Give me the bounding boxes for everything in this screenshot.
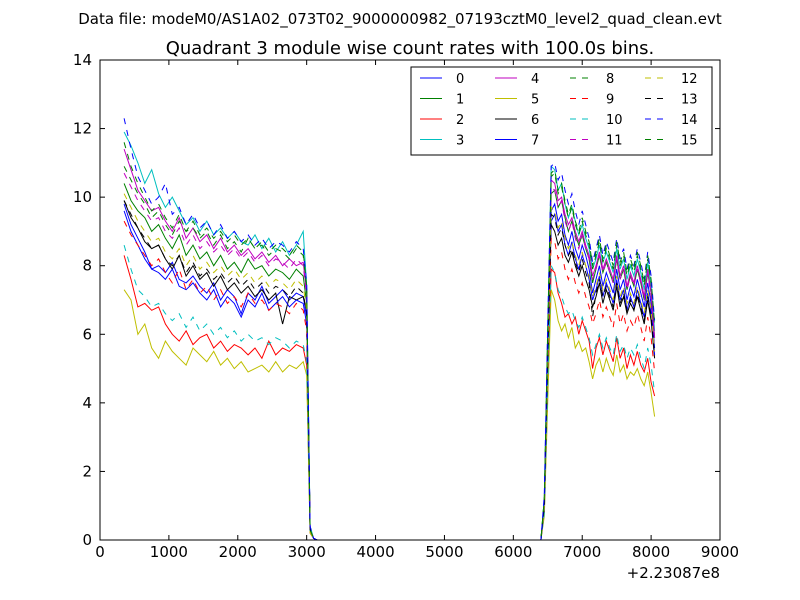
x-tick-label: 4000: [356, 543, 394, 561]
x-tick-label: 5000: [425, 543, 463, 561]
chart-title: Quadrant 3 module wise count rates with …: [166, 38, 655, 59]
x-tick-label: 6000: [494, 543, 532, 561]
x-tick-label: 3000: [288, 543, 326, 561]
legend-label-3: 3: [456, 134, 464, 149]
series-line-1: [123, 183, 656, 540]
series-line-3: [123, 131, 656, 540]
y-tick-label: 10: [73, 188, 92, 206]
axis-ticks: 0 1000 2000 3000 4000 5000 6000 7000 8000 9000 0 2 4…: [73, 51, 739, 561]
x-offset-label: +2.23087e8: [627, 564, 720, 582]
series-lines: [123, 118, 656, 540]
legend-label-4: 4: [531, 72, 539, 87]
x-tick-label: 2000: [219, 543, 257, 561]
legend-label-12: 12: [681, 72, 698, 87]
y-tick-label: 12: [73, 120, 92, 138]
data-file-label: Data file: modeM0/AS1A02_073T02_90000009…: [78, 10, 722, 29]
legend-label-10: 10: [606, 113, 623, 128]
legend-label-2: 2: [456, 113, 464, 128]
series-line-2: [123, 255, 656, 540]
legend-label-7: 7: [531, 134, 539, 149]
y-tick-label: 4: [82, 394, 92, 412]
y-tick-label: 14: [73, 51, 92, 69]
y-tick-label: 6: [82, 325, 92, 343]
legend-label-8: 8: [606, 72, 614, 87]
y-tick-label: 0: [82, 531, 92, 549]
legend-label-0: 0: [456, 72, 464, 87]
legend-box: [410, 66, 713, 156]
series-line-5: [123, 289, 656, 540]
y-tick-label: 8: [82, 257, 92, 275]
series-line-15: [123, 142, 656, 540]
legend-label-6: 6: [531, 113, 539, 128]
legend-label-9: 9: [606, 93, 614, 108]
plot-area-frame: [99, 59, 721, 541]
y-tick-label: 2: [82, 462, 92, 480]
x-tick-label: 9000: [701, 543, 739, 561]
legend-label-13: 13: [681, 93, 698, 108]
series-line-0: [123, 202, 656, 540]
series-line-9: [123, 220, 656, 540]
legend-label-14: 14: [681, 113, 698, 128]
legend-label-15: 15: [681, 134, 698, 149]
legend-label-5: 5: [531, 93, 539, 108]
legend-label-11: 11: [606, 134, 623, 149]
series-line-4: [123, 148, 656, 540]
x-tick-label: 1000: [150, 543, 188, 561]
legend-label-1: 1: [456, 93, 464, 108]
x-tick-label: 8000: [632, 543, 670, 561]
x-tick-label: 0: [95, 543, 105, 561]
x-tick-label: 7000: [563, 543, 601, 561]
series-line-10: [123, 244, 656, 540]
